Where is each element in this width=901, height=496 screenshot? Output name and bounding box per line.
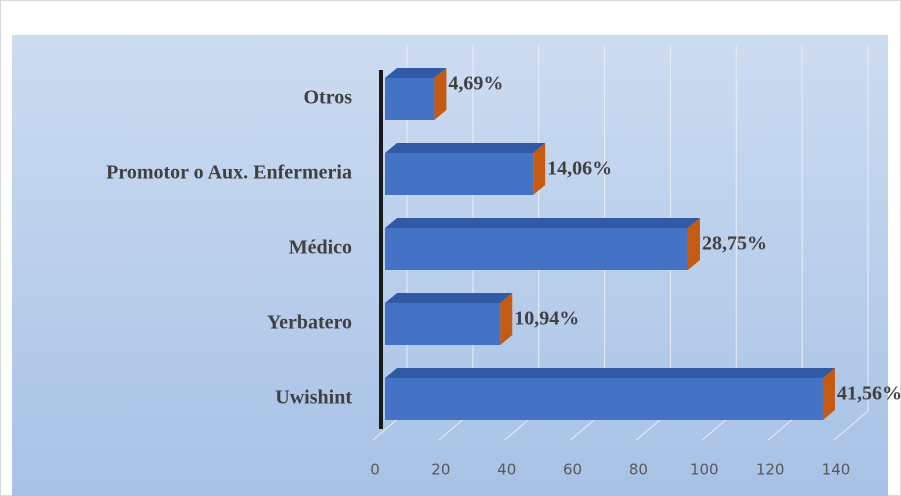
bar-top	[385, 68, 447, 78]
category-label: Yerbatero	[267, 312, 352, 334]
data-label: 41,56%	[837, 383, 901, 405]
bar-side	[822, 368, 835, 420]
x-tick-label: 20	[431, 461, 450, 479]
bar-side	[687, 218, 700, 270]
bar-side	[500, 293, 513, 345]
bar	[385, 153, 534, 195]
x-tick-label: 120	[756, 461, 785, 479]
x-tick-label: 60	[563, 461, 582, 479]
bar-side	[533, 143, 546, 195]
floor-line	[833, 410, 869, 441]
category-label: Promotor o Aux. Enfermeria	[106, 162, 352, 184]
x-tick-label: 80	[629, 461, 648, 479]
bar-top	[385, 368, 835, 378]
bar	[385, 303, 501, 345]
bar-top	[385, 293, 513, 303]
bar	[385, 78, 435, 120]
bar	[385, 228, 688, 270]
x-tick-label: 100	[690, 461, 719, 479]
data-label: 28,75%	[702, 233, 767, 255]
x-tick-label: 40	[497, 461, 516, 479]
x-tick-label: 0	[370, 461, 380, 479]
bar	[385, 378, 823, 420]
category-label: Otros	[303, 87, 352, 109]
plot: 0 20 40 60 80 100 120 140 Otros 4,69% Promotor o A…	[106, 45, 901, 479]
bar-top	[385, 143, 546, 153]
bar-side	[434, 68, 447, 120]
category-label: Uwishint	[275, 387, 352, 409]
bar-top	[385, 218, 700, 228]
data-label: 14,06%	[547, 158, 612, 180]
category-label: Médico	[289, 237, 352, 259]
x-tick-label: 140	[822, 461, 851, 479]
data-label: 10,94%	[514, 308, 579, 330]
data-label: 4,69%	[448, 73, 503, 95]
